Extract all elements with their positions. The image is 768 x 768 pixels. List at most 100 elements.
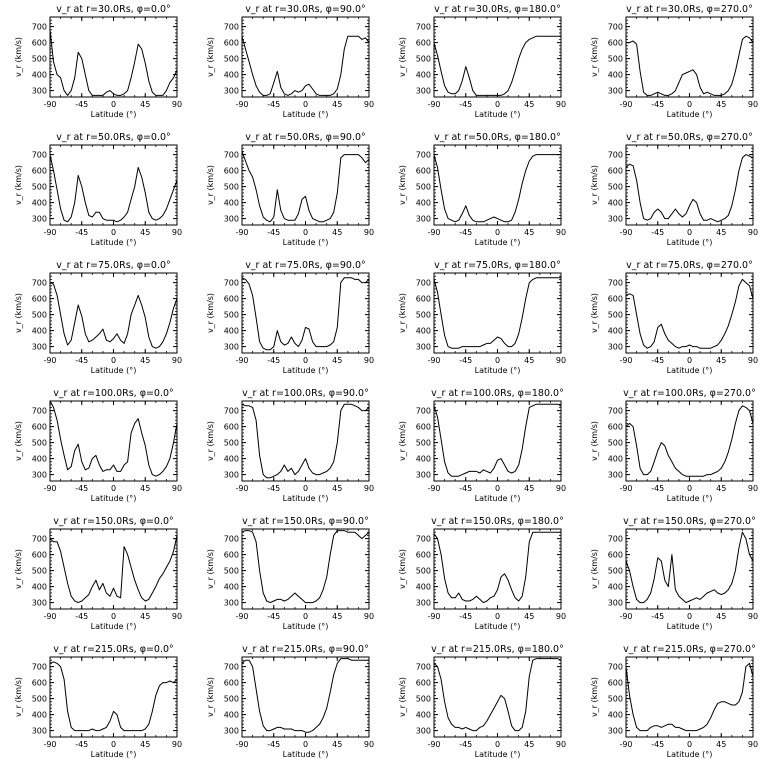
series-line <box>626 35 754 96</box>
y-tick-label: 300 <box>608 727 623 736</box>
y-tick-label: 300 <box>32 727 47 736</box>
x-tick-label: 45 <box>716 356 726 365</box>
series-line <box>433 35 561 96</box>
x-tick-label: -45 <box>75 484 88 493</box>
y-tick-label: 700 <box>608 535 623 544</box>
y-tick-label: 400 <box>416 327 431 336</box>
y-axis-label: v_r (km/s) <box>206 549 215 589</box>
x-tick-label: -90 <box>619 740 632 749</box>
series-line <box>433 658 562 732</box>
x-tick-label: 45 <box>332 484 342 493</box>
y-tick-label: 600 <box>32 423 47 432</box>
x-axis-label: Latitude (°) <box>475 494 521 503</box>
chart-panel: v_r at r=30.0Rs, φ=270.0° v_r (km/s) Latit… <box>576 0 768 128</box>
y-tick-label: 300 <box>32 87 47 96</box>
series-line <box>433 531 561 604</box>
x-tick-label: 45 <box>140 228 150 237</box>
y-tick-label: 300 <box>416 471 431 480</box>
plot-frame <box>49 272 178 354</box>
plot-frame <box>241 16 370 98</box>
y-tick-label: 400 <box>224 327 239 336</box>
x-tick-label: -90 <box>235 740 248 749</box>
chart-title: v_r at r=75.0Rs, φ=90.0° <box>245 260 366 271</box>
x-tick-label: 45 <box>716 100 726 109</box>
chart-title: v_r at r=150.0Rs, φ=90.0° <box>242 516 369 527</box>
x-axis-label: Latitude (°) <box>667 750 713 759</box>
plot-frame <box>433 528 562 610</box>
chart-svg: v_r at r=50.0Rs, φ=180.0° v_r (km/s) Latit… <box>398 132 566 247</box>
chart-panel: v_r at r=150.0Rs, φ=270.0° v_r (km/s) Lati… <box>576 512 768 640</box>
y-tick-label: 700 <box>608 151 623 160</box>
x-axis-label: Latitude (°) <box>667 110 713 119</box>
x-tick-label: 45 <box>524 740 534 749</box>
x-tick-label: 0 <box>687 740 692 749</box>
x-tick-label: 90 <box>748 356 758 365</box>
x-axis-label: Latitude (°) <box>283 238 329 247</box>
series-line <box>625 531 754 604</box>
chart-panel: v_r at r=100.0Rs, φ=270.0° v_r (km/s) Lati… <box>576 384 768 512</box>
y-tick-label: 500 <box>32 183 47 192</box>
y-tick-label: 600 <box>608 679 623 688</box>
y-axis-label: v_r (km/s) <box>398 293 407 333</box>
x-tick-label: 45 <box>332 740 342 749</box>
y-axis-label: v_r (km/s) <box>590 165 599 205</box>
y-tick-label: 600 <box>224 295 239 304</box>
chart-svg: v_r at r=30.0Rs, φ=0.0° v_r (km/s) Latitud… <box>14 4 182 119</box>
y-tick-label: 400 <box>416 199 431 208</box>
x-tick-label: 90 <box>172 356 182 365</box>
y-tick-label: 500 <box>608 567 623 576</box>
y-tick-label: 300 <box>224 471 239 480</box>
y-tick-label: 500 <box>608 55 623 64</box>
y-axis-label: v_r (km/s) <box>590 677 599 717</box>
x-tick-label: 0 <box>111 740 116 749</box>
x-tick-label: 45 <box>332 612 342 621</box>
y-tick-label: 400 <box>416 711 431 720</box>
chart-title: v_r at r=30.0Rs, φ=0.0° <box>56 4 171 15</box>
y-tick-label: 300 <box>32 343 47 352</box>
x-tick-label: 0 <box>303 484 308 493</box>
y-tick-label: 300 <box>224 87 239 96</box>
y-axis-label: v_r (km/s) <box>206 677 215 717</box>
x-axis-label: Latitude (°) <box>475 750 521 759</box>
chart-svg: v_r at r=100.0Rs, φ=270.0° v_r (km/s) Lati… <box>590 388 758 503</box>
x-tick-label: -45 <box>267 740 280 749</box>
x-tick-label: -90 <box>235 228 248 237</box>
chart-svg: v_r at r=50.0Rs, φ=90.0° v_r (km/s) Latitu… <box>206 132 374 247</box>
y-tick-label: 600 <box>416 167 431 176</box>
x-tick-label: 90 <box>364 612 374 621</box>
series-line <box>241 658 369 733</box>
chart-panel: v_r at r=75.0Rs, φ=90.0° v_r (km/s) Latitu… <box>192 256 384 384</box>
x-tick-label: 45 <box>524 228 534 237</box>
x-tick-label: 90 <box>364 740 374 749</box>
chart-panel: v_r at r=30.0Rs, φ=90.0° v_r (km/s) Latitu… <box>192 0 384 128</box>
y-tick-label: 500 <box>416 311 431 320</box>
y-tick-label: 400 <box>32 583 47 592</box>
chart-panel: v_r at r=215.0Rs, φ=90.0° v_r (km/s) Latit… <box>192 640 384 768</box>
y-tick-label: 300 <box>224 599 239 608</box>
y-tick-label: 600 <box>416 39 431 48</box>
x-axis-label: Latitude (°) <box>475 622 521 631</box>
y-tick-label: 400 <box>32 327 47 336</box>
x-tick-label: 45 <box>716 740 726 749</box>
x-tick-label: 0 <box>495 100 500 109</box>
plot-frame <box>241 400 370 482</box>
x-tick-label: -45 <box>459 484 472 493</box>
x-tick-label: 0 <box>111 100 116 109</box>
y-tick-label: 400 <box>416 583 431 592</box>
x-tick-label: 45 <box>716 484 726 493</box>
y-axis-label: v_r (km/s) <box>398 421 407 461</box>
y-axis-label: v_r (km/s) <box>206 293 215 333</box>
x-tick-label: 0 <box>495 740 500 749</box>
x-axis-label: Latitude (°) <box>91 110 137 119</box>
chart-svg: v_r at r=150.0Rs, φ=270.0° v_r (km/s) Lati… <box>590 516 758 631</box>
y-tick-label: 700 <box>32 151 47 160</box>
chart-svg: v_r at r=150.0Rs, φ=90.0° v_r (km/s) Latit… <box>206 516 374 631</box>
y-tick-label: 600 <box>608 423 623 432</box>
series-line <box>625 154 754 223</box>
x-tick-label: 90 <box>556 612 566 621</box>
y-tick-label: 500 <box>416 695 431 704</box>
x-tick-label: 0 <box>495 228 500 237</box>
y-tick-label: 600 <box>608 551 623 560</box>
y-tick-label: 400 <box>224 71 239 80</box>
x-axis-label: Latitude (°) <box>667 622 713 631</box>
